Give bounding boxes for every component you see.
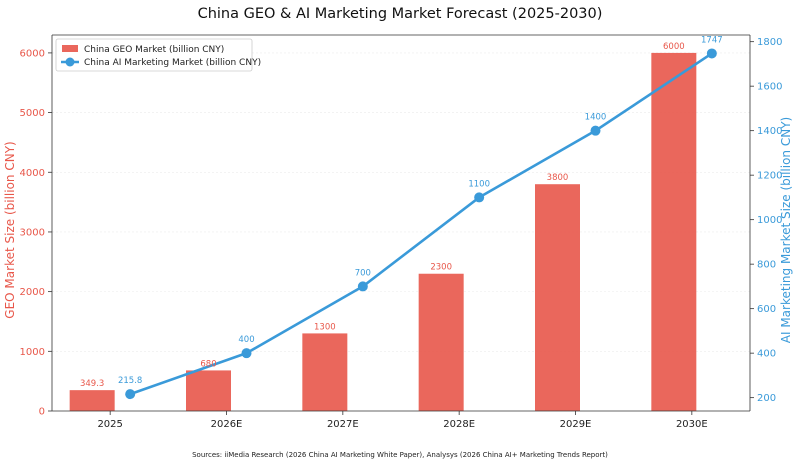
y-right-tick-label: 800 <box>757 260 776 271</box>
axes: 0 1000 2000 3000 4000 5000 6000 200 400 600 800 100… <box>20 34 782 430</box>
y-left-tick-label: 3000 <box>20 227 45 238</box>
y-right-tick-label: 1200 <box>757 171 782 182</box>
x-tick-label: 2030E <box>676 419 708 430</box>
line-label: 1400 <box>585 113 607 123</box>
bar-2029E <box>535 184 580 411</box>
x-tick-label: 2029E <box>560 419 592 430</box>
line-label: 215.8 <box>118 376 142 386</box>
grid <box>52 52 750 412</box>
bar-2027E <box>302 333 348 411</box>
bar-2028E <box>418 273 464 411</box>
y-axis-left-label: GEO Market Size (billion CNY) <box>3 141 17 318</box>
legend-swatch-marker <box>65 57 75 67</box>
y-left-tick-label: 6000 <box>20 48 45 59</box>
bar-label: 2300 <box>430 263 452 273</box>
bar-label: 680 <box>200 359 216 369</box>
series-line <box>129 52 713 396</box>
data-labels: 349.3 680 1300 2300 3800 6000 215.8 400 700 1100 1… <box>80 35 723 389</box>
legend-label-geo: China GEO Market (billion CNY) <box>84 45 224 55</box>
line-point-2025 <box>125 389 136 400</box>
ai-marketing-line <box>125 48 717 400</box>
bar-label: 349.3 <box>80 379 104 389</box>
y-right-tick-label: 400 <box>757 349 776 360</box>
bars <box>69 52 697 412</box>
bar-2026E <box>186 370 231 411</box>
bar-label: 6000 <box>663 42 685 52</box>
legend: China GEO Market (billion CNY) China AI M… <box>55 38 261 72</box>
line-label: 1100 <box>468 179 490 189</box>
bar-2030E <box>651 52 697 412</box>
line-point-2028E <box>474 192 485 203</box>
y-right-tick-label: 200 <box>757 393 776 404</box>
x-tick-label: 2025 <box>97 419 122 430</box>
legend-swatch-bar <box>62 45 78 52</box>
y-left-tick-label: 5000 <box>20 108 45 119</box>
y-right-tick-label: 1000 <box>757 215 782 226</box>
y-left-tick-label: 2000 <box>20 287 45 298</box>
bar-label: 3800 <box>547 173 569 183</box>
line-point-2026E <box>241 348 252 359</box>
y-right-tick-label: 600 <box>757 304 776 315</box>
y-left-tick-label: 1000 <box>20 347 45 358</box>
y-right-tick-label: 1600 <box>757 82 782 93</box>
legend-label-ai: China AI Marketing Market (billion CNY) <box>84 58 261 68</box>
y-right-tick-label: 1400 <box>757 126 782 137</box>
x-tick-label: 2028E <box>443 419 475 430</box>
line-point-2030E <box>706 48 717 59</box>
y-left-tick-label: 0 <box>39 407 45 418</box>
bar-2025 <box>69 390 115 411</box>
y-left-tick-label: 4000 <box>20 168 45 179</box>
bar-label: 1300 <box>314 322 336 332</box>
line-label: 700 <box>355 268 371 278</box>
line-point-2029E <box>590 125 601 136</box>
legend-box <box>55 38 253 72</box>
chart-title: China GEO & AI Marketing Market Forecast… <box>198 6 603 22</box>
line-point-2027E <box>357 281 368 292</box>
y-axis-right-label: AI Marketing Market Size (billion CNY) <box>779 117 793 343</box>
y-right-tick-label: 1800 <box>757 37 782 48</box>
line-label: 400 <box>238 335 254 345</box>
x-tick-label: 2027E <box>327 419 359 430</box>
source-note: Sources: iiMedia Research (2026 China AI… <box>192 451 608 459</box>
line-label: 1747 <box>701 35 723 45</box>
x-tick-label: 2026E <box>211 419 243 430</box>
